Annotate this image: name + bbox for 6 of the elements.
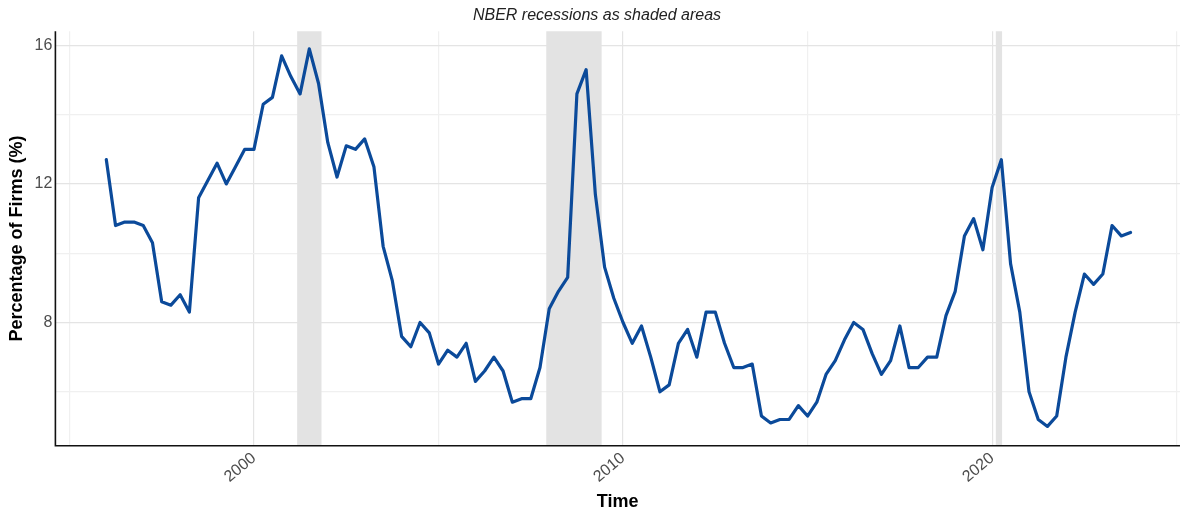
y-tick-label: 8	[43, 312, 53, 330]
x-axis-title: Time	[596, 491, 639, 512]
y-tick-label: 12	[34, 174, 53, 192]
chart-title: NBER recessions as shaded areas	[472, 6, 722, 24]
y-tick-label: 16	[34, 35, 53, 53]
y-axis-title: Percentage of Firms (%)	[5, 135, 26, 342]
